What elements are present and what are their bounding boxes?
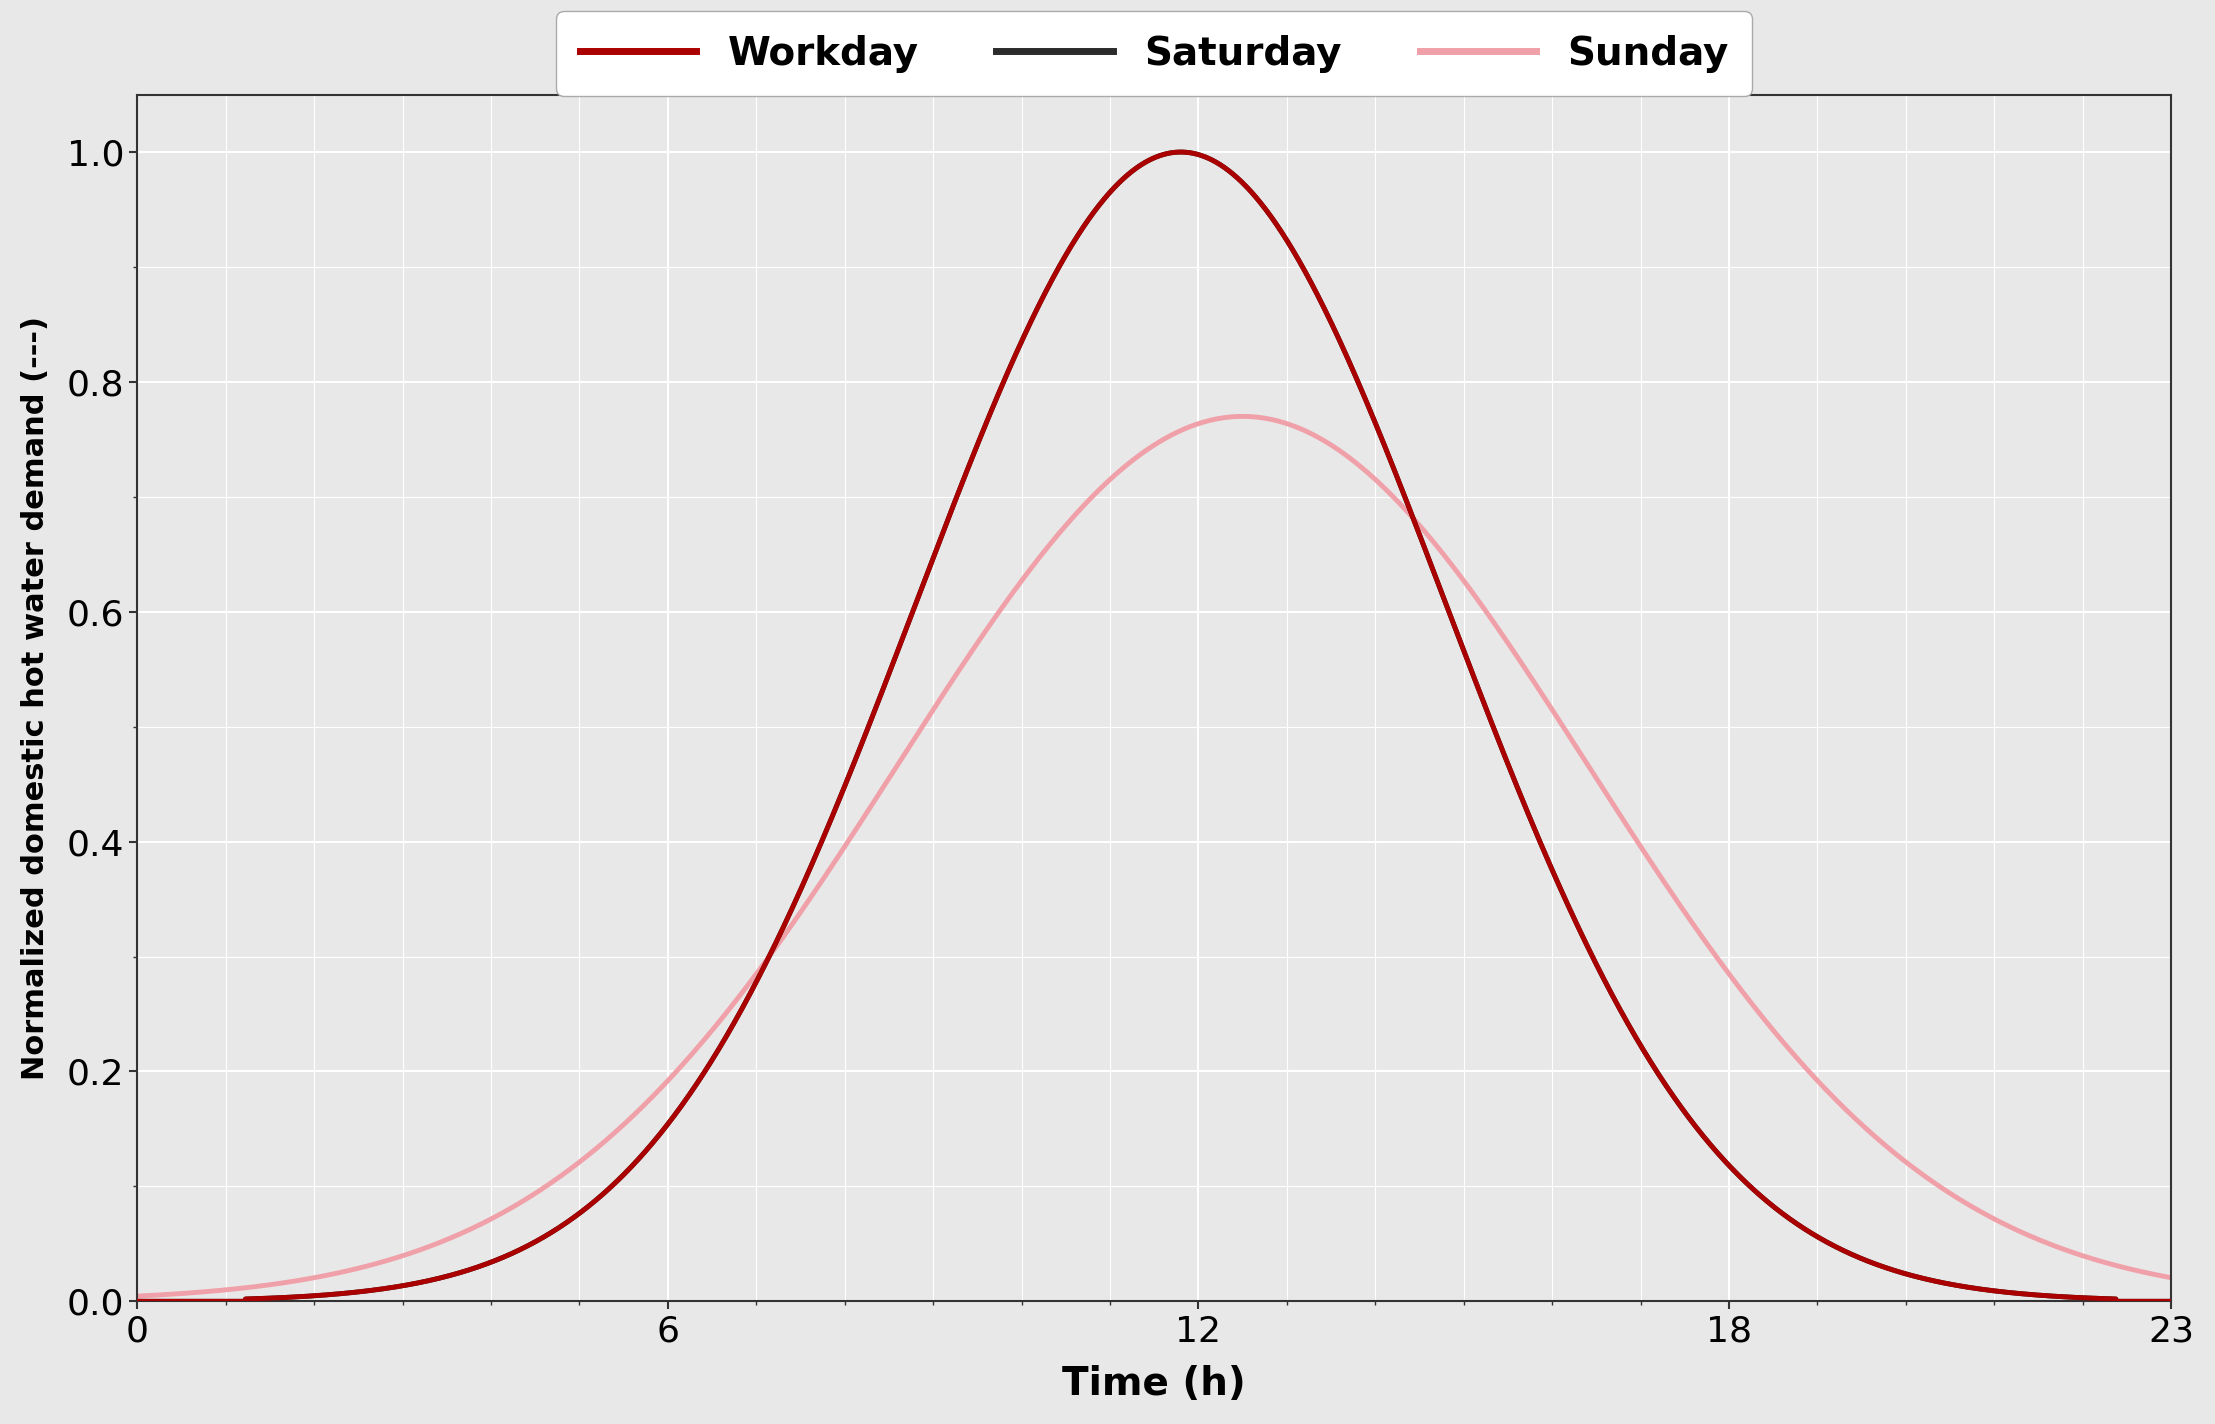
Legend: Workday, Saturday, Sunday: Workday, Saturday, Sunday [556, 11, 1752, 97]
Y-axis label: Normalized domestic hot water demand (---): Normalized domestic hot water demand (--… [20, 316, 49, 1079]
X-axis label: Time (h): Time (h) [1063, 1366, 1247, 1403]
